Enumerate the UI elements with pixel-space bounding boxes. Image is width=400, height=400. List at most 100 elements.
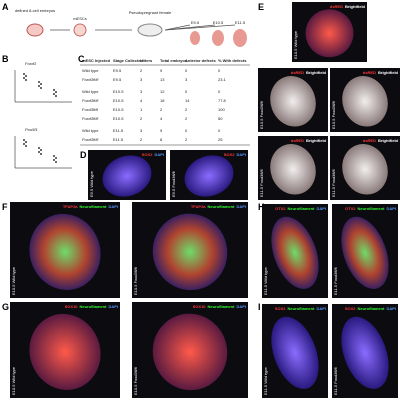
dot (25, 79, 27, 81)
embryo (305, 9, 354, 58)
stain-word: SOX2 (345, 306, 356, 311)
stain-label: OTX2 Neurofilament DAPI (345, 206, 396, 211)
stain-word: SOX2 (142, 152, 153, 157)
stain-word: Brightfield (306, 138, 327, 143)
stain-label: dsRED Brightfield (291, 138, 327, 143)
stain-word: DAPI (316, 306, 326, 311)
table-cell: 4 (160, 116, 163, 121)
embryo (29, 313, 101, 390)
dot (25, 141, 27, 143)
dot (55, 95, 57, 97)
table-cell: 0 (185, 89, 188, 94)
dot (40, 149, 42, 151)
stain-word: Neurofilament (208, 304, 236, 309)
stain-word: Neurofilament (288, 306, 316, 311)
dot (40, 87, 42, 89)
stain-label: SOX2 DAPI (142, 152, 164, 157)
table-cell: E10.5 (113, 116, 124, 121)
table-cell: 2 (140, 116, 143, 121)
dot (23, 77, 25, 79)
table-cell: 0 (218, 128, 221, 133)
table-cell: 100 (218, 107, 225, 112)
panel-label: D (80, 150, 87, 160)
stain-word: dsRED (330, 4, 343, 9)
table-cell: 18 (160, 98, 165, 103)
stain-word: Neurofilament (208, 204, 236, 209)
stage-text: E9.5 (191, 20, 200, 25)
image-label: E10.5 Wild type (11, 266, 16, 295)
stain-word: dsRED (291, 138, 304, 143)
panel-label: H (258, 202, 265, 212)
table-cell: 9 (160, 128, 163, 133)
dot (38, 85, 40, 87)
table-cell: E10.5 (113, 89, 124, 94)
embryo (271, 216, 319, 289)
embryo (342, 144, 388, 195)
table-cell: E10.5 (113, 98, 124, 103)
panel-label: I (258, 302, 261, 312)
table-cell: 2 (185, 116, 188, 121)
stain-label: OTX2 Neurofilament DAPI (275, 206, 326, 211)
stain-word: DAPI (154, 152, 164, 157)
arrow (164, 24, 236, 31)
table-header: mESC Injected (82, 58, 111, 63)
image-label: E9.5 Wild type (89, 170, 94, 197)
image-label: E11.5 Wild type (263, 267, 268, 295)
panel-label: F (2, 202, 8, 212)
embryo (342, 76, 388, 127)
stain-label: TFAP2a Neurofilament DAPI (63, 204, 118, 209)
table-cell: 50 (218, 116, 223, 121)
embryo-icon (26, 23, 44, 37)
stain-word: DAPI (386, 206, 396, 211)
table-cell: 14 (185, 98, 190, 103)
table-cell: E9.5 (113, 68, 122, 73)
gene-name: Pou5f1 (25, 127, 38, 132)
stage-text: E11.5 (235, 20, 246, 25)
table-cell: 2 (140, 68, 143, 73)
stain-word: DAPI (316, 206, 326, 211)
embryo (341, 216, 389, 289)
table-cell: E10.5 (113, 107, 124, 112)
dot (53, 159, 55, 161)
image-label: E9.5 Foxd3fl/fl (171, 171, 176, 197)
table-cell: 25 (218, 137, 223, 142)
stain-label: TFAP2a Neurofilament DAPI (191, 204, 246, 209)
dot (53, 155, 55, 157)
table-cell: 0 (218, 68, 221, 73)
embryo (341, 316, 389, 389)
stain-label: dsRED Brightfield (291, 70, 327, 75)
stain-word: DAPI (108, 304, 118, 309)
stain-word: SOX10 (65, 304, 79, 309)
table-cell: 1 (140, 107, 143, 112)
table-cell: E9.5 (113, 77, 122, 82)
dot (40, 153, 42, 155)
stain-word: Brightfield (345, 4, 366, 9)
stain-word: Neurofilament (358, 306, 386, 311)
stain-word: Neurofilament (288, 206, 316, 211)
table-cell: 0 (218, 89, 221, 94)
stain-label: dsRED Brightfield (363, 70, 399, 75)
stain-word: SOX2 (224, 152, 235, 157)
table-cell: Foxd3fl/fl (82, 137, 98, 142)
embryo-icon (212, 30, 224, 46)
table-cell: E11.5 (113, 128, 124, 133)
table-cell: 3 (140, 128, 143, 133)
table-header: Litters (140, 58, 153, 63)
stain-word: dsRED (291, 70, 304, 75)
image-label: E10.5 Wild type (293, 30, 298, 59)
table-cell: E11.5 (113, 137, 124, 142)
table-cell: 0 (185, 68, 188, 73)
embryo (152, 213, 228, 291)
dot (38, 151, 40, 153)
dot (23, 139, 25, 141)
embryo (270, 76, 316, 127)
stain-label: SOX2 DAPI (224, 152, 246, 157)
table-cell: Foxd3fl/fl (82, 107, 98, 112)
embryo (184, 155, 234, 197)
table-cell: Wild type (82, 128, 99, 133)
stain-word: TFAP2a (191, 204, 206, 209)
embryo (102, 155, 152, 197)
table-cell: 2 (185, 137, 188, 142)
table-cell: 3 (185, 77, 188, 82)
